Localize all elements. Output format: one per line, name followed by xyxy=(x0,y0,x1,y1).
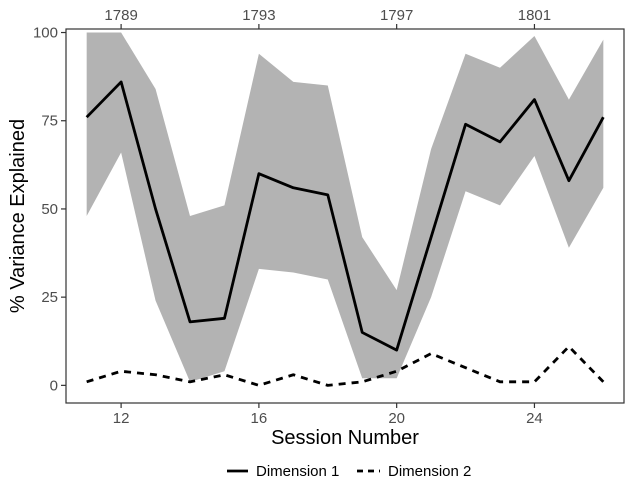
legend-label-dimension-2: Dimension 2 xyxy=(388,463,471,480)
y-tick-label-50: 50 xyxy=(41,201,58,218)
top-tick-label-1797: 1797 xyxy=(380,7,413,24)
y-tick-label-0: 0 xyxy=(50,377,58,394)
series-lines xyxy=(85,80,605,387)
x-tick-label-24: 24 xyxy=(526,410,543,427)
confidence-band-series-1 xyxy=(86,32,604,382)
series-line-2 xyxy=(86,345,605,387)
top-tick-label-1793: 1793 xyxy=(242,7,275,24)
top-tick-label-1789: 1789 xyxy=(104,7,137,24)
series-line-1 xyxy=(85,80,605,352)
x-tick-label-16: 16 xyxy=(251,410,268,427)
x-axis-title: Session Number xyxy=(271,427,419,449)
y-tick-label-25: 25 xyxy=(41,289,58,306)
axis-ticks: 12 16 20 24 1789 1793 1797 1801 0 25 50 75 100 xyxy=(33,7,551,427)
legend-label-dimension-1: Dimension 1 xyxy=(256,463,339,480)
top-tick-label-1801: 1801 xyxy=(518,7,551,24)
y-tick-label-75: 75 xyxy=(41,113,58,130)
legend: Dimension 1 Dimension 2 xyxy=(227,463,471,480)
panel-border xyxy=(65,28,625,404)
x-tick-label-12: 12 xyxy=(113,410,130,427)
confidence-bands xyxy=(86,32,604,382)
y-axis-title: % Variance Explained xyxy=(7,119,29,313)
x-tick-label-20: 20 xyxy=(388,410,405,427)
y-tick-label-100: 100 xyxy=(33,25,58,42)
